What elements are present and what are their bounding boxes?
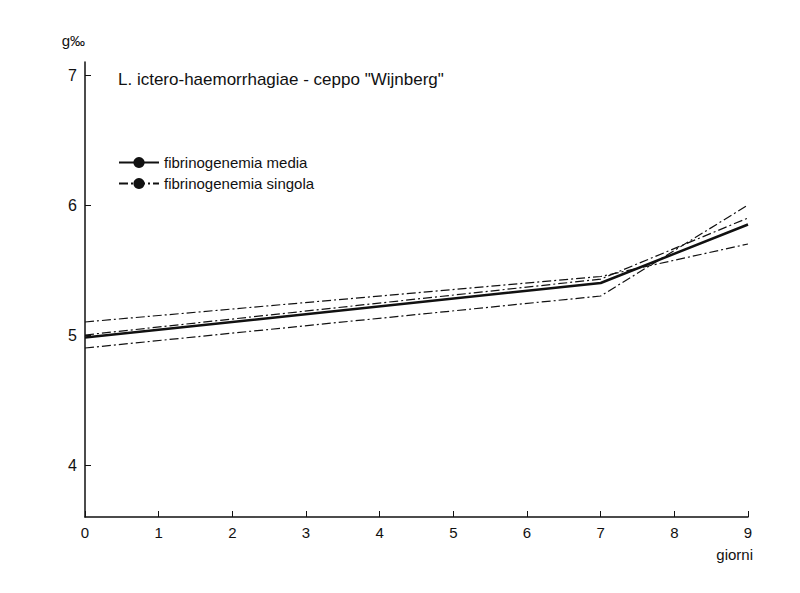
svg-text:5: 5 (68, 327, 77, 344)
svg-text:2: 2 (228, 524, 236, 541)
svg-text:fibrinogenemia media: fibrinogenemia media (164, 154, 308, 171)
svg-text:9: 9 (744, 524, 752, 541)
svg-text:L. ictero-haemorrhagiae - cepp: L. ictero-haemorrhagiae - ceppo "Wijnber… (118, 70, 444, 89)
svg-text:4: 4 (68, 457, 77, 474)
svg-text:g‰: g‰ (62, 32, 85, 49)
svg-text:8: 8 (670, 524, 678, 541)
svg-text:6: 6 (523, 524, 531, 541)
svg-text:4: 4 (375, 524, 383, 541)
svg-text:3: 3 (302, 524, 310, 541)
svg-text:6: 6 (68, 197, 77, 214)
svg-text:giorni: giorni (716, 546, 753, 563)
svg-text:fibrinogenemia singola: fibrinogenemia singola (164, 175, 315, 192)
svg-text:5: 5 (449, 524, 457, 541)
svg-text:1: 1 (154, 524, 162, 541)
svg-text:7: 7 (68, 67, 77, 84)
svg-text:0: 0 (81, 524, 89, 541)
svg-text:7: 7 (596, 524, 604, 541)
